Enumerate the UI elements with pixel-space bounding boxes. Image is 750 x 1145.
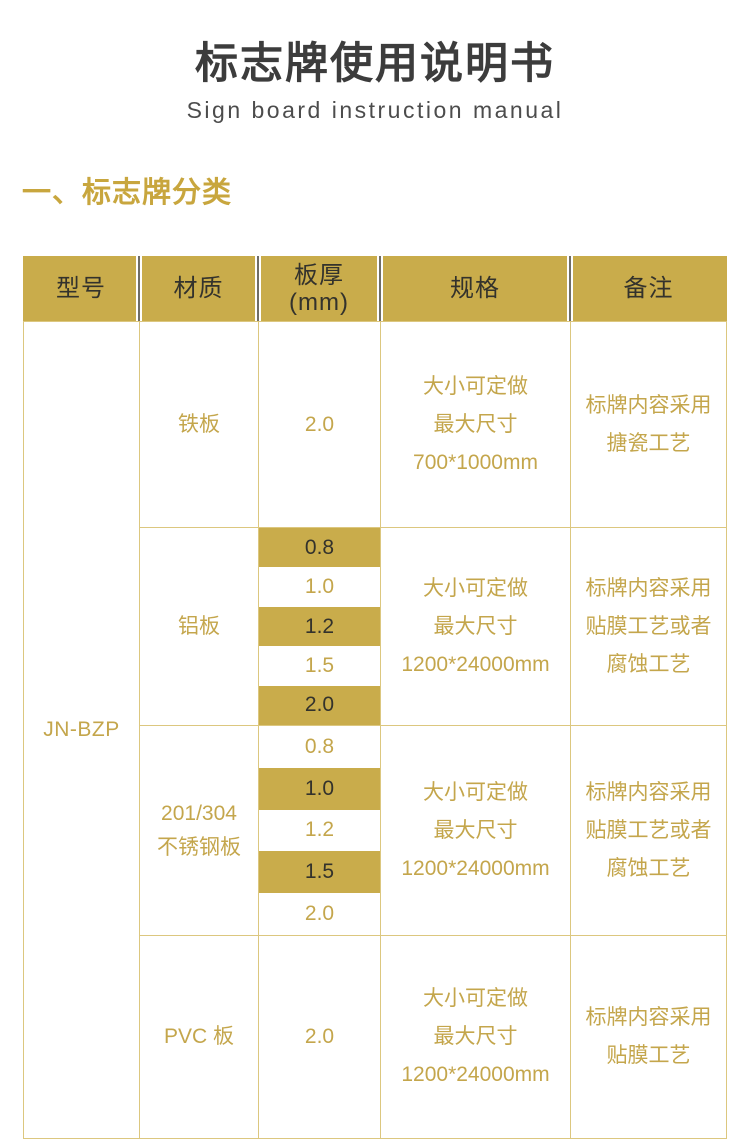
spec-line: 大小可定做 (423, 987, 528, 1010)
spec-line: 大小可定做 (423, 374, 528, 398)
thickness-row: 1.5 (304, 653, 335, 677)
thickness-row: 1.5 (259, 851, 380, 894)
header-cell-material: 材质 (139, 256, 258, 321)
note-cell: 标牌内容采用 贴膜工艺或者 腐蚀工艺 (571, 528, 726, 725)
material-line: 201/304 (161, 801, 237, 825)
thickness-cell: 0.8 1.0 1.2 1.5 2.0 (259, 726, 380, 935)
spec-cell: 大小可定做最大尺寸 700*1000mm (381, 322, 570, 527)
thickness-row: 2.0 (304, 1025, 335, 1048)
model-cell: JN-BZP (24, 322, 139, 1138)
header-separator (255, 256, 261, 321)
material-cell: 铁板 (140, 322, 258, 527)
header-separator (136, 256, 142, 321)
table-header-row: 型号 材质 板厚 (mm) 规格 备注 (23, 256, 727, 321)
note-line: 搪瓷工艺 (606, 431, 691, 455)
header-cell-label: 板厚 (294, 261, 344, 289)
thickness-row: 1.0 (259, 767, 380, 810)
header-cell-label: 材质 (173, 275, 224, 302)
note-line: 贴膜工艺或者 (585, 818, 712, 842)
note-cell: 标牌内容采用 贴膜工艺或者 腐蚀工艺 (571, 726, 726, 935)
page-title: 标志牌使用说明书 (195, 40, 555, 88)
note-cell: 标牌内容采用 搪瓷工艺 (571, 322, 726, 527)
table-body: JN-BZP 铁板 2.0 大小可定做 最大尺寸 700*1000mm 标牌内容采用 搪瓷工艺… (23, 321, 727, 1139)
page-subtitle: Sign board instruction manual (186, 97, 564, 123)
note-line: 标牌内容采用 (585, 780, 712, 804)
note-line: 贴膜工艺 (606, 1044, 691, 1067)
spec-line: 1200*24000mm (401, 856, 550, 880)
spec-cell: 大小可定做最大尺寸 1200*24000mm (381, 726, 570, 935)
note-line: 标牌内容采用 (585, 393, 712, 417)
header-cell-label: (mm) (289, 288, 349, 316)
spec-cell: 大小可定做最大尺寸 1200*24000mm (381, 528, 570, 725)
section-heading: 一、标志牌分类 (22, 177, 233, 209)
classification-table: 型号 材质 板厚 (mm) 规格 备注 JN-BZP 铁板 2.0 大小可定做 最大尺寸 700*1… (23, 256, 727, 1139)
thickness-row: 0.8 (259, 528, 380, 568)
note-line: 贴膜工艺或者 (585, 614, 712, 638)
material-cell: 铝板 (140, 528, 258, 725)
thickness-cell: 2.0 (259, 322, 380, 527)
header-cell-thickness: 板厚 (mm) (258, 256, 380, 321)
spec-line: 700*1000mm (413, 450, 538, 474)
spec-cell: 大小可定做最大尺寸 1200*24000mm (381, 936, 570, 1138)
note-line: 腐蚀工艺 (606, 652, 691, 676)
spec-line: 最大尺寸 (433, 1025, 518, 1048)
header-separator (567, 256, 573, 321)
spec-line: 最大尺寸 (433, 614, 518, 638)
spec-line: 1200*24000mm (401, 652, 550, 676)
header-cell-spec: 规格 (380, 256, 570, 321)
spec-line: 最大尺寸 (433, 818, 518, 842)
thickness-row: 2.0 (304, 412, 335, 436)
material-line: 铁板 (178, 412, 220, 436)
thickness-cell: 0.8 1.0 1.2 1.5 2.0 (259, 528, 380, 726)
thickness-cell: 2.0 (259, 936, 380, 1138)
material-line: 不锈钢板 (157, 835, 241, 859)
spec-line: 1200*24000mm (401, 1063, 550, 1086)
note-cell: 标牌内容采用 贴膜工艺 (571, 936, 726, 1138)
thickness-row: 2.0 (304, 902, 335, 926)
spec-line: 大小可定做 (423, 576, 528, 600)
material-line: 铝板 (178, 614, 220, 638)
material-cell: 201/304 不锈钢板 (140, 726, 258, 935)
thickness-row: 1.2 (259, 606, 380, 647)
spec-line: 最大尺寸 (433, 412, 518, 436)
spec-line: 大小可定做 (423, 780, 528, 804)
note-line: 标牌内容采用 (585, 1006, 712, 1029)
thickness-row: 1.2 (304, 818, 335, 842)
note-line: 标牌内容采用 (585, 576, 712, 600)
thickness-row: 0.8 (304, 734, 335, 758)
header-separator (377, 256, 383, 321)
header-cell-label: 型号 (56, 275, 106, 302)
header-cell-label: 备注 (623, 275, 674, 302)
header-cell-note: 备注 (570, 256, 727, 321)
header-cell-label: 规格 (450, 275, 500, 302)
note-line: 腐蚀工艺 (606, 856, 691, 880)
thickness-row: 1.0 (304, 575, 335, 599)
header-cell-model: 型号 (23, 256, 139, 321)
material-line: PVC 板 (163, 1025, 234, 1048)
material-cell: PVC 板 (140, 936, 258, 1138)
thickness-row: 2.0 (259, 685, 380, 726)
